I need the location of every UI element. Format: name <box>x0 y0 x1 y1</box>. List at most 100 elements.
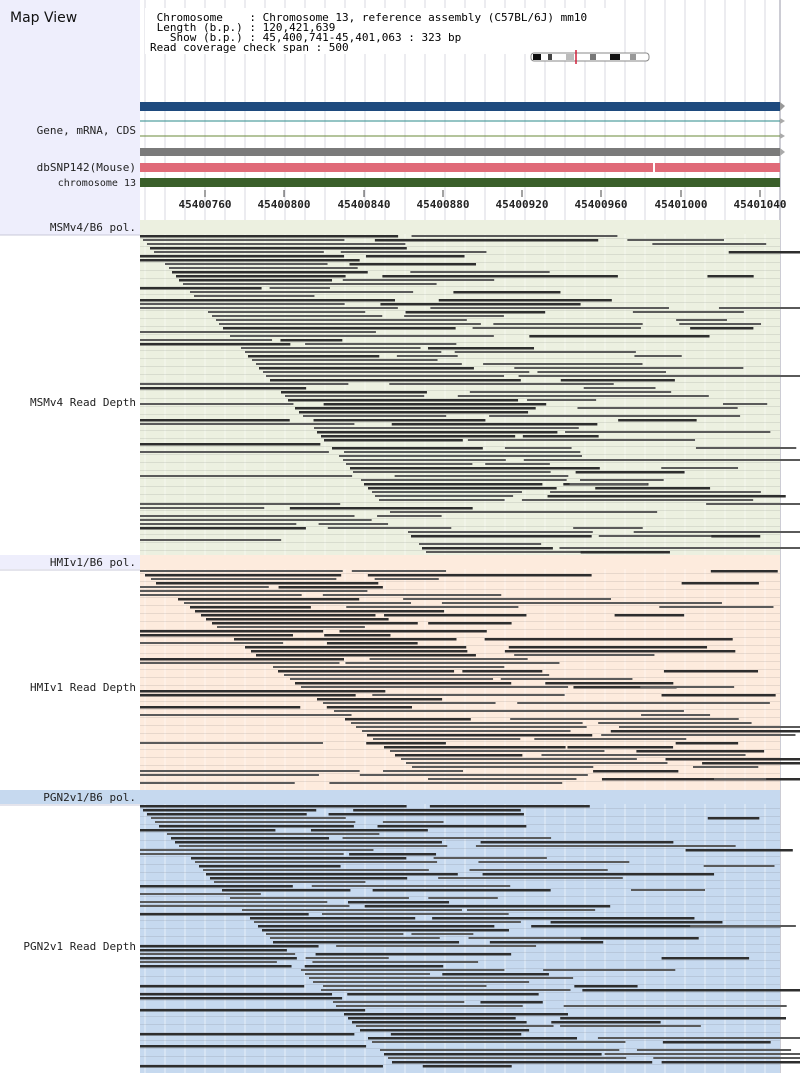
pgn-read <box>210 877 408 880</box>
pgn-read <box>301 969 505 971</box>
hmi-depth-label: HMIv1 Read Depth <box>30 681 136 694</box>
msm-read <box>140 419 290 422</box>
pgn-read <box>347 993 539 996</box>
hmi-read <box>322 594 502 596</box>
pgn-read <box>199 865 341 868</box>
pgn-read <box>380 1049 620 1051</box>
hmi-read <box>659 606 774 608</box>
info-backdrop <box>145 8 615 54</box>
msm-read <box>327 527 452 529</box>
msm-read <box>581 391 672 393</box>
hmi-read <box>329 782 563 784</box>
pgn-read <box>140 1033 355 1036</box>
msm-read <box>339 455 582 457</box>
msm-read <box>504 447 572 449</box>
hmi-read <box>598 722 676 724</box>
msm-read <box>518 375 739 377</box>
msm-read <box>522 435 599 438</box>
pgn-read <box>140 993 333 996</box>
msm-read <box>389 383 614 385</box>
hmi-read <box>508 646 708 649</box>
msm-read <box>453 291 561 294</box>
msm-read <box>377 515 442 517</box>
hmi-read <box>145 574 342 577</box>
hmi-read <box>359 774 588 776</box>
pgn-read <box>140 853 344 855</box>
pgn-read <box>429 805 590 808</box>
ideogram-band <box>566 54 574 60</box>
msm-read <box>394 475 569 477</box>
msm-read <box>340 251 487 253</box>
msm-read <box>216 319 467 321</box>
axis-tick-label: 45400880 <box>416 198 470 211</box>
pgn-read <box>353 809 521 812</box>
msm-read <box>634 355 682 357</box>
msm-read <box>598 535 717 537</box>
msm-read <box>140 235 399 238</box>
hmi-read <box>514 654 655 656</box>
msm-read <box>550 491 761 493</box>
pgn-read <box>392 1061 653 1064</box>
msm-read <box>321 435 516 438</box>
pgn-read <box>543 969 664 971</box>
pgn-read <box>140 961 277 963</box>
cds-bar <box>140 148 780 156</box>
pgn-depth-label: PGN2v1 Read Depth <box>23 940 136 953</box>
msm-read <box>140 403 294 405</box>
pgn-read <box>273 941 460 944</box>
msm-read <box>711 535 761 538</box>
hmi-read <box>206 618 389 621</box>
pgn-read <box>411 933 474 935</box>
hmi-read <box>140 706 301 709</box>
msm-read <box>559 547 800 549</box>
msm-pol-label-background <box>0 220 140 234</box>
hmi-pol-label-background <box>0 555 140 569</box>
hmi-read <box>362 730 571 732</box>
ideogram-band <box>533 54 541 60</box>
hmi-read <box>201 614 376 617</box>
hmi-read <box>403 598 611 600</box>
hmi-read <box>195 610 445 613</box>
msm-read <box>574 351 636 353</box>
msm-read <box>580 551 670 554</box>
hmi-read <box>317 698 443 701</box>
msm-read <box>176 275 346 278</box>
hmi-read <box>140 714 352 716</box>
msm-read <box>140 259 360 262</box>
msm-read <box>140 503 341 505</box>
msm-read <box>374 239 599 242</box>
hmi-read <box>390 750 605 752</box>
pgn-read <box>140 829 276 832</box>
msm-read <box>317 431 558 434</box>
msm-read <box>722 403 768 405</box>
pgn-read <box>690 925 796 927</box>
pgn-read <box>560 1017 786 1020</box>
pgn-read <box>179 845 448 847</box>
msm-read <box>454 351 636 353</box>
pgn-read <box>622 917 695 920</box>
msm-read <box>350 467 600 470</box>
hmi-read <box>278 670 455 673</box>
pgn-read <box>348 1017 516 1020</box>
pgn-read <box>344 1013 568 1016</box>
pgn-read <box>712 1057 800 1059</box>
pgn-read <box>475 845 695 847</box>
msm-read <box>569 483 648 485</box>
msm-read <box>573 527 643 529</box>
msm-read <box>419 543 542 545</box>
msm-read <box>245 351 442 353</box>
msm-read <box>219 323 481 325</box>
hmi-read <box>646 602 722 604</box>
msm-read <box>379 499 505 501</box>
hmi-read <box>640 686 735 688</box>
hmi-read <box>346 606 519 608</box>
msm-read <box>147 243 406 245</box>
pgn-read <box>469 869 608 871</box>
pgn-read <box>665 845 736 847</box>
msm-read <box>408 531 593 533</box>
msm-read <box>332 447 483 450</box>
hmi-read <box>614 614 685 617</box>
pgn-read <box>258 925 495 928</box>
pgn-read <box>388 1057 627 1059</box>
msm-read <box>382 275 618 278</box>
